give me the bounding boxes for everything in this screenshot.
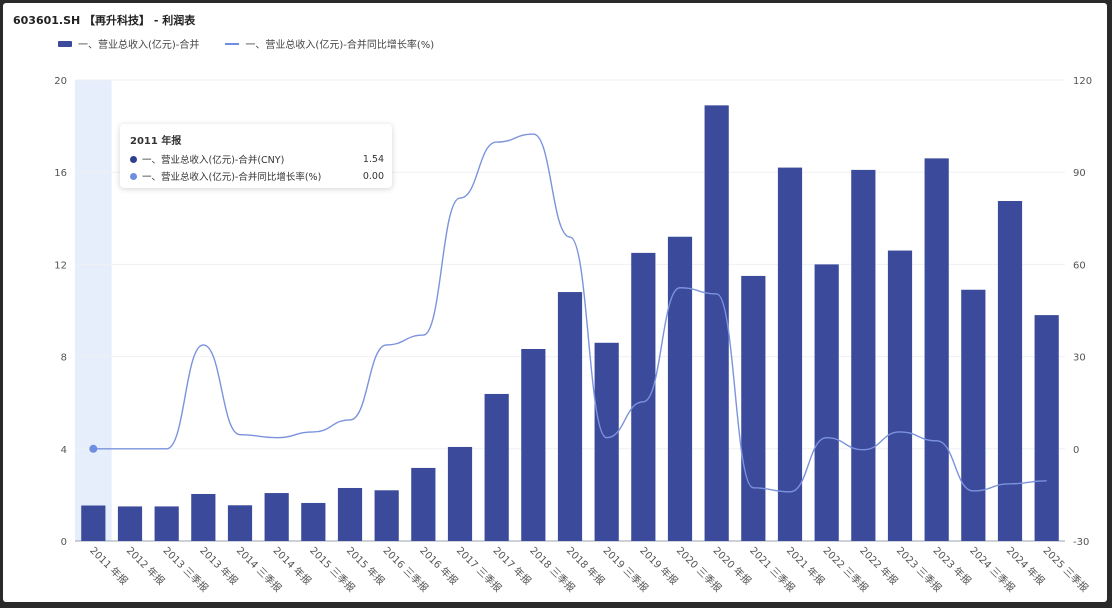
y-right-tick-label: -30 — [1073, 537, 1089, 548]
y-left-tick-label: 12 — [54, 260, 67, 271]
hover-band — [75, 80, 112, 541]
bar — [374, 490, 399, 541]
legend-label: 一、营业总收入(亿元)-合并同比增长率(%) — [245, 40, 435, 51]
tooltip-title: 2011 年报 — [130, 136, 182, 147]
bar-swatch-icon — [58, 40, 72, 47]
y-right-tick-label: 120 — [1073, 76, 1092, 87]
bar — [337, 487, 363, 541]
tooltip-label: 一、营业总收入(亿元)-合并同比增长率(%) — [142, 172, 322, 183]
y-left-tick-label: 4 — [61, 445, 67, 456]
legend-item-growth[interactable]: 一、营业总收入(亿元)-合并同比增长率(%) — [225, 36, 434, 51]
bar — [447, 446, 473, 541]
bar — [851, 169, 876, 541]
bar — [667, 236, 693, 542]
x-tick-label: 2011 年报 — [87, 544, 131, 588]
bar — [924, 158, 949, 541]
bar — [594, 342, 619, 541]
tooltip-label: 一、营业总收入(亿元)-合并(CNY) — [142, 155, 285, 166]
bar — [264, 493, 289, 541]
x-tick-label: 2025 三季报 — [1041, 544, 1092, 595]
line-swatch-icon — [225, 42, 240, 45]
bar — [631, 252, 656, 541]
bar — [997, 201, 1023, 541]
legend-label: 一、营业总收入(亿元)-合并 — [78, 40, 200, 51]
tooltip-value: 0.00 — [362, 170, 384, 182]
bar — [521, 348, 546, 541]
bar — [191, 493, 216, 541]
chart-panel: 603601.SH 【再升科技】 - 利润表 一、营业总收入(亿元)-合并 一、… — [3, 3, 1107, 602]
chart-title: 603601.SH 【再升科技】 - 利润表 — [13, 14, 196, 27]
line-point — [89, 444, 98, 453]
bar — [777, 167, 803, 541]
bar — [301, 502, 326, 541]
tooltip: 2011 年报 一、营业总收入(亿元)-合并(CNY) 1.54 一、营业总收入… — [120, 124, 392, 188]
dot-icon — [130, 172, 137, 180]
y-right-tick-label: 30 — [1073, 353, 1086, 364]
y-right-tick-label: 0 — [1073, 445, 1079, 456]
bar — [557, 292, 583, 541]
bar — [704, 105, 729, 541]
bar — [81, 505, 106, 541]
bar — [227, 505, 253, 541]
y-left-tick-label: 16 — [54, 168, 67, 179]
tooltip-row: 一、营业总收入(亿元)-合并同比增长率(%) 0.00 — [130, 169, 384, 183]
bar — [887, 250, 913, 541]
bar — [1034, 315, 1059, 541]
growth-line — [93, 133, 1047, 493]
y-left-tick-label: 8 — [61, 353, 67, 364]
dot-icon — [130, 155, 137, 163]
bar — [154, 506, 179, 541]
bar — [117, 506, 143, 541]
bar — [741, 275, 766, 541]
x-tick-label: 2012 年报 — [124, 544, 168, 588]
y-left-tick-label: 0 — [61, 537, 67, 548]
y-left-tick-label: 20 — [54, 76, 67, 87]
bar — [961, 289, 986, 541]
y-right-tick-label: 60 — [1073, 260, 1086, 271]
bar — [814, 264, 839, 541]
bar — [484, 393, 509, 541]
tooltip-value: 1.54 — [362, 153, 384, 165]
legend-item-revenue[interactable]: 一、营业总收入(亿元)-合并 — [58, 36, 199, 51]
tooltip-row: 一、营业总收入(亿元)-合并(CNY) 1.54 — [130, 152, 384, 166]
bar — [411, 467, 436, 541]
y-right-tick-label: 90 — [1073, 168, 1086, 179]
legend: 一、营业总收入(亿元)-合并 一、营业总收入(亿元)-合并同比增长率(%) — [58, 36, 434, 51]
